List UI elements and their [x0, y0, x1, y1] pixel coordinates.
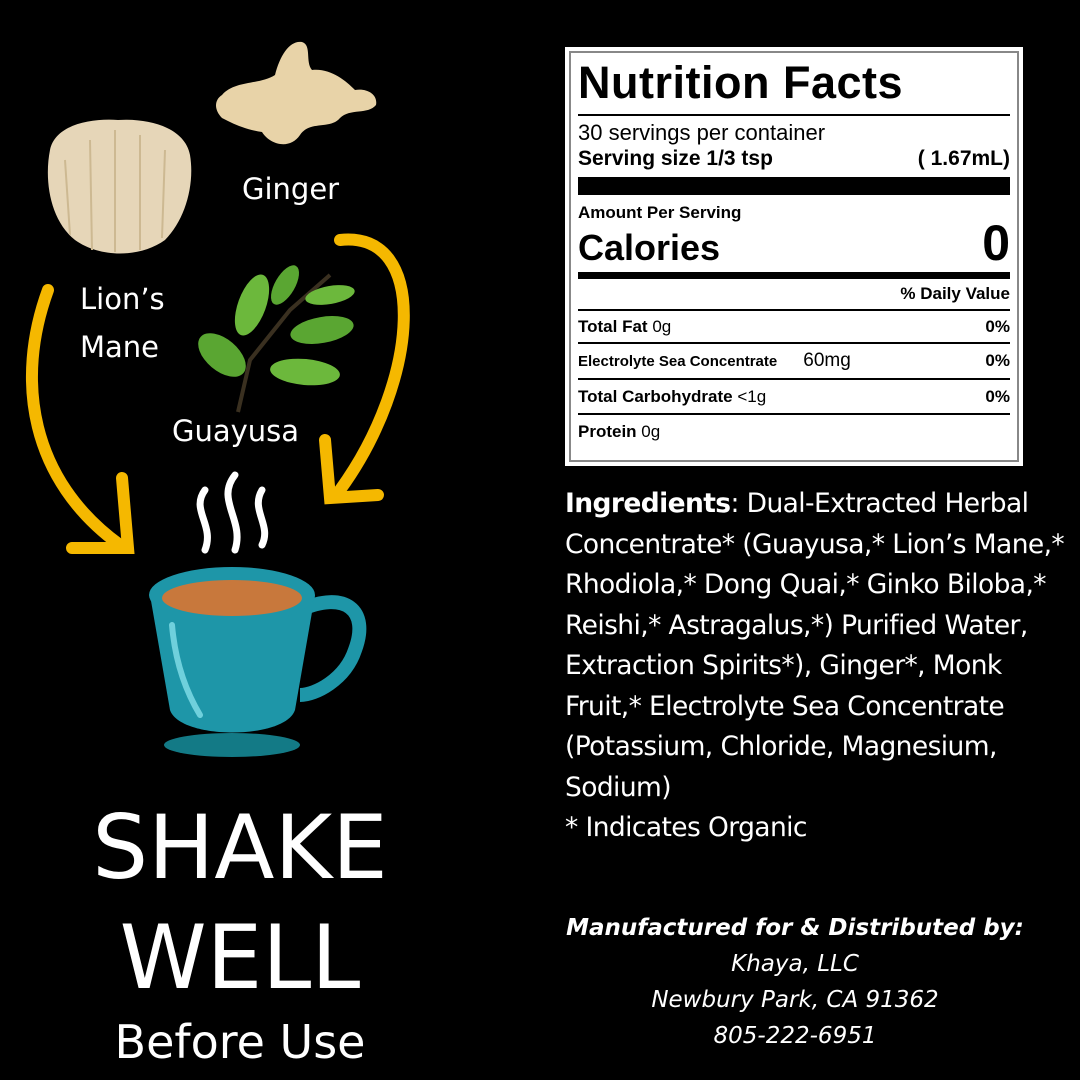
- servings-per-container: 30 servings per container: [578, 120, 826, 145]
- lions-mane-label-line2: Mane: [80, 330, 160, 364]
- arrow-right-icon: [319, 233, 410, 505]
- nutrient-dv: 0%: [985, 351, 1010, 370]
- ingredients-label: Ingredients: [565, 488, 731, 519]
- steam-icon: [196, 471, 269, 554]
- guayusa-leaves-image: [198, 265, 355, 413]
- shake-text: SHAKE: [92, 796, 388, 899]
- manufacturer-name: Khaya, LLC: [731, 951, 859, 977]
- nutrient-dv: 0%: [985, 317, 1010, 336]
- nutrient-amount: 0g: [652, 317, 672, 336]
- arrow-left-icon: [26, 284, 135, 554]
- manufacturer-block: Manufactured for & Distributed by: Khaya…: [545, 910, 1045, 1054]
- manufacturer-address: Newbury Park, CA 91362: [651, 987, 939, 1013]
- nutrition-facts-panel: Nutrition Facts 30 servings per containe…: [565, 47, 1023, 466]
- nutrient-name: Electrolyte Sea Concentrate: [578, 353, 778, 370]
- calories-label: Calories: [578, 227, 721, 268]
- well-text: WELL: [119, 906, 361, 1009]
- before-use-text: Before Use: [114, 1015, 366, 1069]
- nutrient-amount: <1g: [737, 387, 767, 406]
- ingredients-text: : Dual-Extracted Herbal Concentrate* (Gu…: [565, 488, 1065, 803]
- calories-value: 0: [982, 215, 1010, 271]
- nutrient-name: Total Fat: [578, 317, 648, 336]
- ginger-label: Ginger: [242, 172, 340, 206]
- amount-per-serving: Amount Per Serving: [578, 203, 742, 222]
- nutrient-dv: 0%: [985, 387, 1010, 406]
- lions-mane-label-line1: Lion’s: [80, 282, 165, 316]
- nutrient-amount: 60mg: [803, 350, 851, 371]
- serving-size: Serving size 1/3 tsp: [578, 147, 773, 170]
- ingredients-illustration: [26, 41, 410, 757]
- nutrient-row: Total Carbohydrate <1g 0%: [578, 380, 1010, 413]
- lions-mane-mushroom-image: [47, 119, 192, 254]
- daily-value-header: % Daily Value: [900, 284, 1010, 303]
- nutrient-row: Electrolyte Sea Concentrate 60mg 0%: [578, 344, 1010, 378]
- manufacturer-heading: Manufactured for & Distributed by:: [566, 915, 1024, 941]
- nutrition-title: Nutrition Facts: [578, 57, 904, 108]
- tea-cup-image: [149, 567, 367, 757]
- ginger-root-image: [216, 41, 377, 145]
- nutrient-row: Protein 0g: [578, 415, 1010, 448]
- nutrient-amount: 0g: [641, 422, 661, 441]
- organic-note: * Indicates Organic: [565, 812, 807, 843]
- guayusa-label: Guayusa: [172, 414, 300, 448]
- nutrient-name: Protein: [578, 422, 637, 441]
- nutrient-name: Total Carbohydrate: [578, 387, 733, 406]
- nutrient-row: Total Fat 0g 0%: [578, 311, 1010, 342]
- ingredients-block: Ingredients: Dual-Extracted Herbal Conce…: [565, 484, 1065, 849]
- serving-size-metric: ( 1.67mL): [917, 147, 1010, 170]
- manufacturer-phone: 805-222-6951: [713, 1023, 877, 1049]
